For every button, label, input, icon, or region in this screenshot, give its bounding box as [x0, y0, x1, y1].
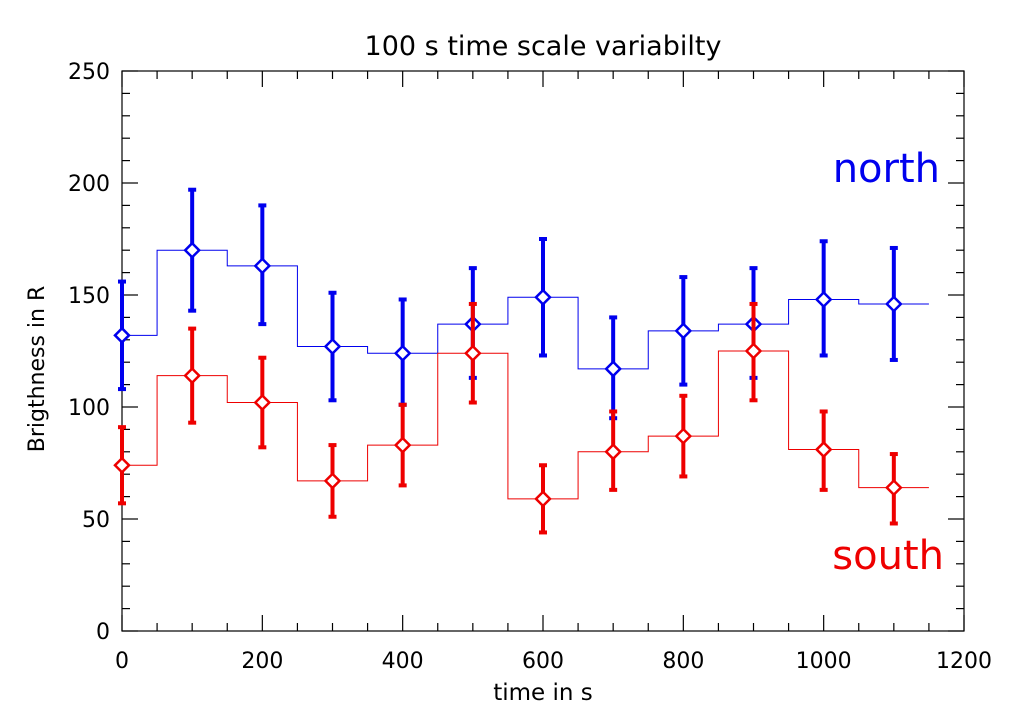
- x-tick-label: 800: [662, 649, 704, 674]
- x-tick-label: 600: [522, 649, 564, 674]
- x-tick-label: 200: [241, 649, 283, 674]
- south-step-line: [122, 350, 929, 500]
- north-point: [534, 288, 552, 307]
- y-tick-label: 0: [96, 620, 110, 645]
- ticks-layer: 0 200 400 600 800 1000 1200 0 50 100 150 200 250: [68, 60, 992, 674]
- y-tick-label: 50: [82, 508, 110, 533]
- chart-title: 100 s time scale variabilty: [365, 31, 722, 62]
- x-tick-label: 400: [382, 649, 424, 674]
- south-point: [744, 342, 763, 360]
- south-point: [323, 472, 342, 490]
- legend-north: north: [833, 146, 940, 192]
- south-point: [464, 344, 482, 363]
- y-tick-label: 250: [68, 60, 110, 85]
- north-point: [113, 326, 131, 345]
- x-tick-label: 1000: [796, 649, 852, 674]
- north-step-line: [122, 249, 929, 370]
- y-axis-label: Brigthness in R: [25, 286, 50, 453]
- south-point: [885, 478, 903, 497]
- series-layer: [113, 187, 929, 535]
- y-tick-label: 200: [68, 172, 110, 197]
- north-point: [393, 344, 412, 363]
- south-point: [814, 440, 833, 459]
- south-point: [113, 456, 131, 475]
- north-point: [814, 290, 833, 309]
- north-point: [604, 360, 622, 378]
- south-point: [393, 436, 412, 454]
- x-axis-label: time in s: [493, 680, 593, 706]
- north-point: [885, 295, 903, 313]
- north-point: [183, 241, 201, 259]
- north-point: [253, 257, 272, 275]
- south-point: [253, 393, 272, 412]
- legend-south: south: [832, 533, 944, 579]
- legend-layer: north south: [832, 146, 944, 579]
- x-tick-label: 0: [115, 649, 129, 674]
- y-tick-label: 150: [68, 284, 110, 309]
- south-point: [183, 366, 201, 385]
- north-point: [674, 322, 693, 340]
- south-point: [604, 443, 622, 461]
- y-tick-label: 100: [68, 396, 110, 421]
- south-point: [674, 427, 693, 445]
- north-point: [323, 337, 342, 356]
- south-point: [534, 490, 552, 508]
- x-tick-label: 1200: [936, 649, 992, 674]
